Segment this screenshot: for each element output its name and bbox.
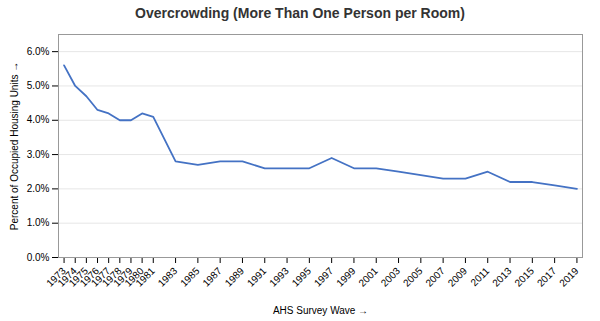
html-text:Overcrowding (More Than One Pe: Overcrowding (More Than One Person per R… xyxy=(135,5,465,21)
svg-text:1974: 1974 xyxy=(55,265,79,289)
svg-text:2015: 2015 xyxy=(512,265,536,289)
svg-text:0.0%: 0.0% xyxy=(27,252,50,263)
svg-text:5.0%: 5.0% xyxy=(27,80,50,91)
svg-text:Percent of Occupied Housing Un: Percent of Occupied Housing Units → xyxy=(9,62,20,230)
svg-text:1979: 1979 xyxy=(111,265,135,289)
svg-text:1981: 1981 xyxy=(133,265,157,289)
svg-text:2009: 2009 xyxy=(446,265,470,289)
svg-text:1.0%: 1.0% xyxy=(27,217,50,228)
svg-text:1993: 1993 xyxy=(267,265,291,289)
svg-text:1995: 1995 xyxy=(290,265,314,289)
svg-text:2017: 2017 xyxy=(535,265,559,289)
svg-text:1977: 1977 xyxy=(88,265,113,289)
svg-text:2003: 2003 xyxy=(379,265,403,289)
svg-text:1985: 1985 xyxy=(178,265,202,289)
svg-text:1975: 1975 xyxy=(66,265,90,289)
svg-text:3.0%: 3.0% xyxy=(27,149,50,160)
svg-text:2019: 2019 xyxy=(557,265,581,289)
svg-text:1999: 1999 xyxy=(334,265,358,289)
svg-text:1997: 1997 xyxy=(312,265,336,289)
svg-text:2005: 2005 xyxy=(401,265,425,289)
svg-text:1991: 1991 xyxy=(245,265,269,289)
svg-text:AHS Survey Wave →: AHS Survey Wave → xyxy=(273,305,368,316)
svg-text:1987: 1987 xyxy=(200,265,224,289)
svg-text:1989: 1989 xyxy=(223,265,247,289)
svg-text:1973: 1973 xyxy=(44,265,68,289)
svg-text:2.0%: 2.0% xyxy=(27,183,50,194)
svg-text:1980: 1980 xyxy=(122,265,146,289)
svg-text:2011: 2011 xyxy=(468,265,491,288)
svg-text:2013: 2013 xyxy=(490,265,514,289)
svg-text:2007: 2007 xyxy=(423,265,447,289)
svg-text:2001: 2001 xyxy=(356,265,380,289)
svg-text:1978: 1978 xyxy=(100,265,124,289)
svg-text:1976: 1976 xyxy=(77,265,102,289)
svg-text:1983: 1983 xyxy=(156,265,180,289)
svg-text:4.0%: 4.0% xyxy=(27,114,50,125)
svg-text:6.0%: 6.0% xyxy=(27,46,50,57)
